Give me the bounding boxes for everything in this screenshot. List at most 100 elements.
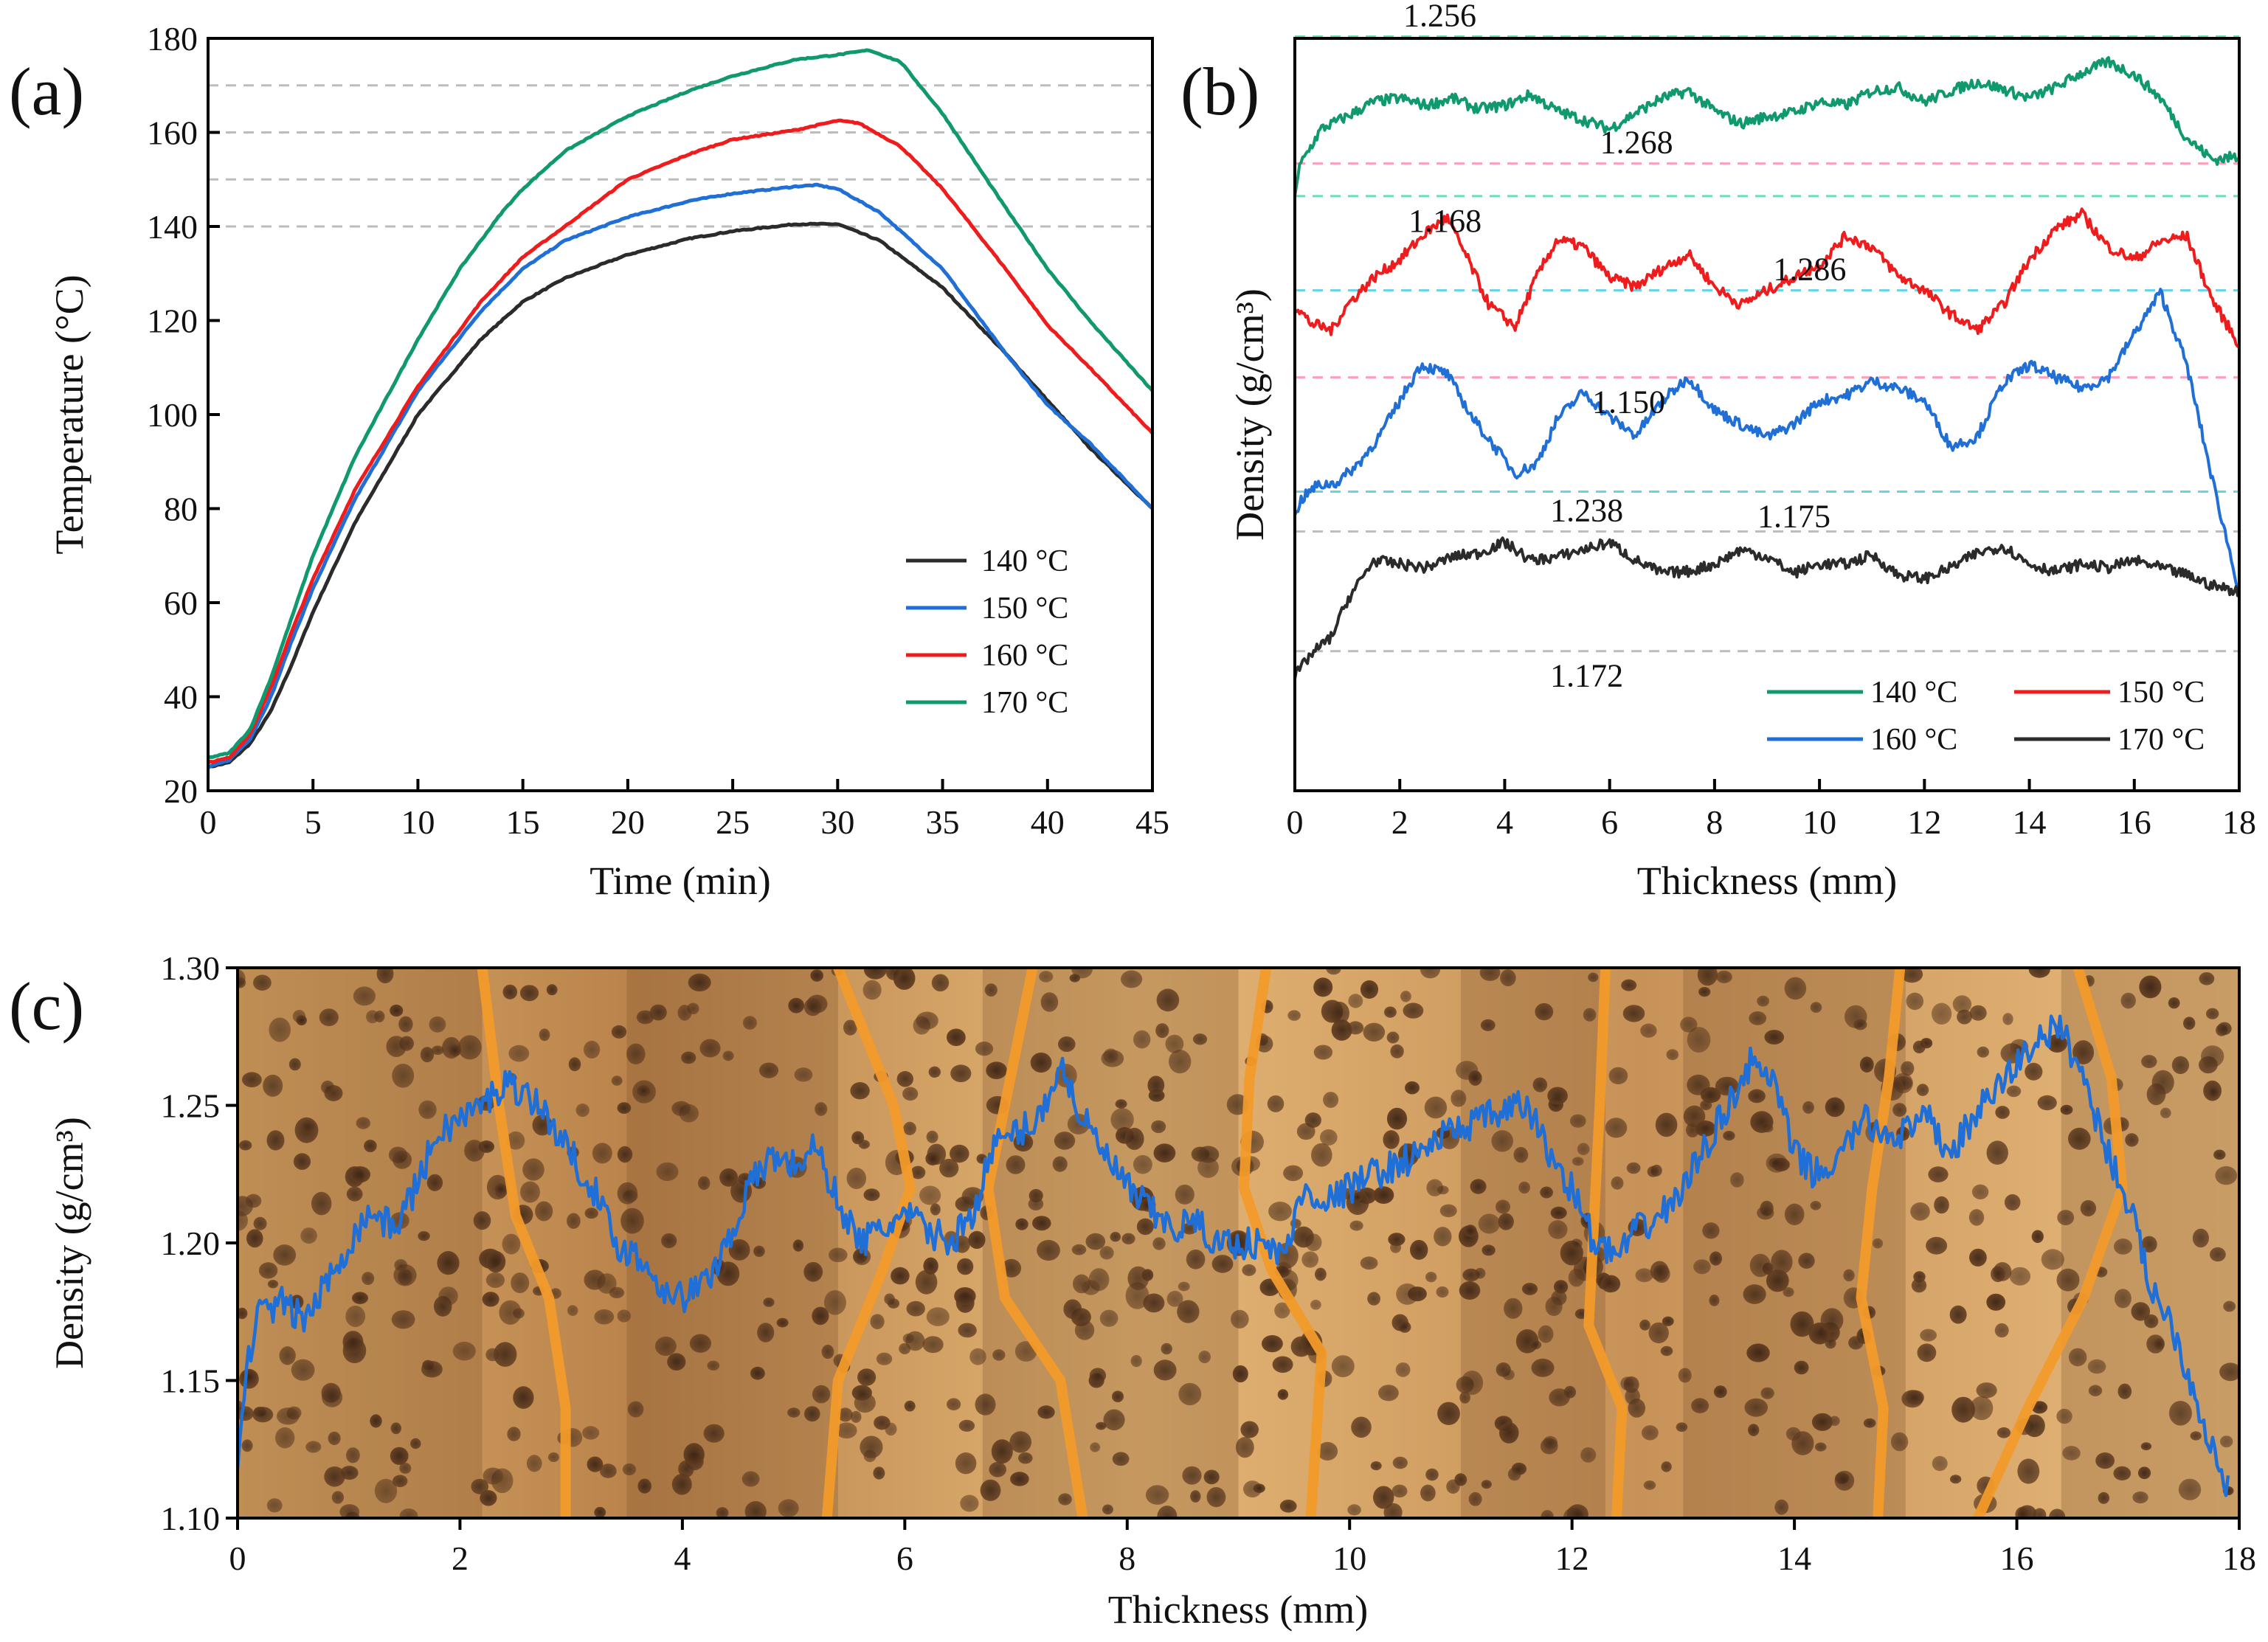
cell-pore <box>1468 1492 1482 1506</box>
cell-pore <box>1161 1343 1172 1355</box>
cell-pore <box>2168 1401 2192 1426</box>
cell-pore <box>1102 1504 1113 1515</box>
cell-pore <box>273 1244 297 1266</box>
x-tick-label: 4 <box>674 1539 691 1577</box>
cell-pore <box>2171 1056 2189 1075</box>
x-tick-label: 10 <box>401 803 435 841</box>
cell-pore <box>1006 1155 1026 1174</box>
cell-pore <box>386 1036 407 1057</box>
series-line-density-profile <box>238 1014 2230 1497</box>
cell-pore <box>1890 1432 1909 1452</box>
cell-pore <box>1386 1031 1400 1044</box>
cell-pore <box>1032 1216 1051 1231</box>
cell-pore <box>991 1439 1013 1464</box>
ring-boundary-line <box>1583 968 1628 1518</box>
cell-pore <box>1039 971 1054 983</box>
cell-pore <box>2068 1348 2087 1367</box>
cell-pore <box>1177 1300 1200 1323</box>
cell-pore <box>1554 1280 1569 1294</box>
cell-pore <box>2060 1104 2073 1115</box>
cell-pore <box>1420 1484 1436 1502</box>
cell-pore <box>1569 1114 1586 1128</box>
cell-pore <box>1723 1131 1735 1141</box>
cell-pore <box>1511 1462 1527 1475</box>
cell-pore <box>1970 1396 1994 1421</box>
cell-pore <box>2002 1013 2013 1025</box>
cell-pore <box>526 1455 542 1472</box>
x-tick-label: 6 <box>1601 803 1618 841</box>
cell-pore <box>1588 972 1599 983</box>
cell-pore <box>1434 1227 1452 1247</box>
cell-pore <box>1608 1067 1628 1085</box>
cell-pore <box>926 1130 938 1143</box>
cell-pore <box>860 1435 883 1458</box>
cell-pore <box>258 1262 278 1279</box>
cell-pore <box>1563 1385 1577 1399</box>
y-tick-label: 1.25 <box>161 1087 221 1125</box>
cell-pore <box>1694 1120 1716 1137</box>
y-tick-label: 140 <box>147 208 198 246</box>
cell-pore <box>1329 1001 1350 1025</box>
cell-pore <box>671 1474 692 1495</box>
cell-pore <box>1121 1233 1135 1245</box>
cell-pore <box>1577 1143 1590 1155</box>
cell-pore <box>656 1162 679 1182</box>
cell-pore <box>1917 1343 1937 1362</box>
cell-pore <box>1454 1473 1467 1486</box>
cell-pore <box>1313 1045 1333 1060</box>
cell-pore <box>594 1506 606 1518</box>
chart-c-y-axis-label: Density (g/cm³) <box>47 1117 91 1369</box>
cell-pore <box>1115 1099 1127 1109</box>
cell-pore <box>1583 1008 1597 1022</box>
cell-pore <box>1572 1157 1584 1166</box>
cell-pore <box>1405 1081 1420 1095</box>
cell-pore <box>1151 1120 1166 1134</box>
cell-pore <box>1378 1385 1399 1402</box>
cell-pore <box>862 980 882 1000</box>
cell-pore <box>522 1158 544 1181</box>
cell-pore <box>1622 1005 1645 1022</box>
cell-pore <box>1464 1224 1477 1237</box>
cell-pore <box>353 986 376 1006</box>
cell-pore <box>2004 1194 2021 1211</box>
series-line-150 <box>1295 207 2239 349</box>
cell-pore <box>1647 1165 1659 1177</box>
cell-pore <box>617 1182 638 1205</box>
cell-pore <box>275 1427 295 1449</box>
cell-pore <box>716 1507 729 1518</box>
cell-pore <box>1621 979 1637 991</box>
cell-pore <box>263 1074 283 1097</box>
cell-pore <box>253 1216 267 1230</box>
cell-pore <box>1971 1184 1989 1200</box>
cell-pore <box>1089 1368 1107 1383</box>
cell-pore <box>322 1388 343 1407</box>
cell-pore <box>1082 1280 1100 1295</box>
cell-pore <box>1810 1201 1822 1210</box>
cell-pore <box>494 1183 508 1195</box>
cell-pore <box>1702 1222 1720 1239</box>
cell-pore <box>1009 1431 1032 1453</box>
cell-pore <box>1951 1396 1975 1423</box>
cell-pore <box>1693 1259 1711 1275</box>
cell-pore <box>707 1360 720 1371</box>
cell-pore <box>1015 1218 1028 1230</box>
y-tick-label: 60 <box>164 584 198 622</box>
cell-pore <box>1535 1002 1554 1021</box>
cell-pore <box>947 1028 966 1047</box>
cell-pore <box>1028 1197 1044 1210</box>
chart-a-y-ticks: 20 40 60 80 100 120 140 160 180 <box>147 20 220 810</box>
cell-pore <box>2056 1268 2080 1292</box>
cell-pore <box>1863 1418 1876 1428</box>
cell-pore <box>1932 1455 1948 1472</box>
cell-pore <box>391 1310 415 1329</box>
cell-pore <box>2213 1149 2226 1160</box>
cell-pore <box>1351 1416 1372 1438</box>
cell-pore <box>376 968 394 984</box>
cell-pore <box>1040 992 1059 1012</box>
cell-pore <box>2139 975 2162 999</box>
cell-pore <box>2160 1107 2171 1119</box>
cell-pore <box>792 1239 804 1252</box>
cell-pore <box>1283 1165 1304 1182</box>
cell-pore <box>2199 972 2215 985</box>
cell-pore <box>319 1008 339 1027</box>
